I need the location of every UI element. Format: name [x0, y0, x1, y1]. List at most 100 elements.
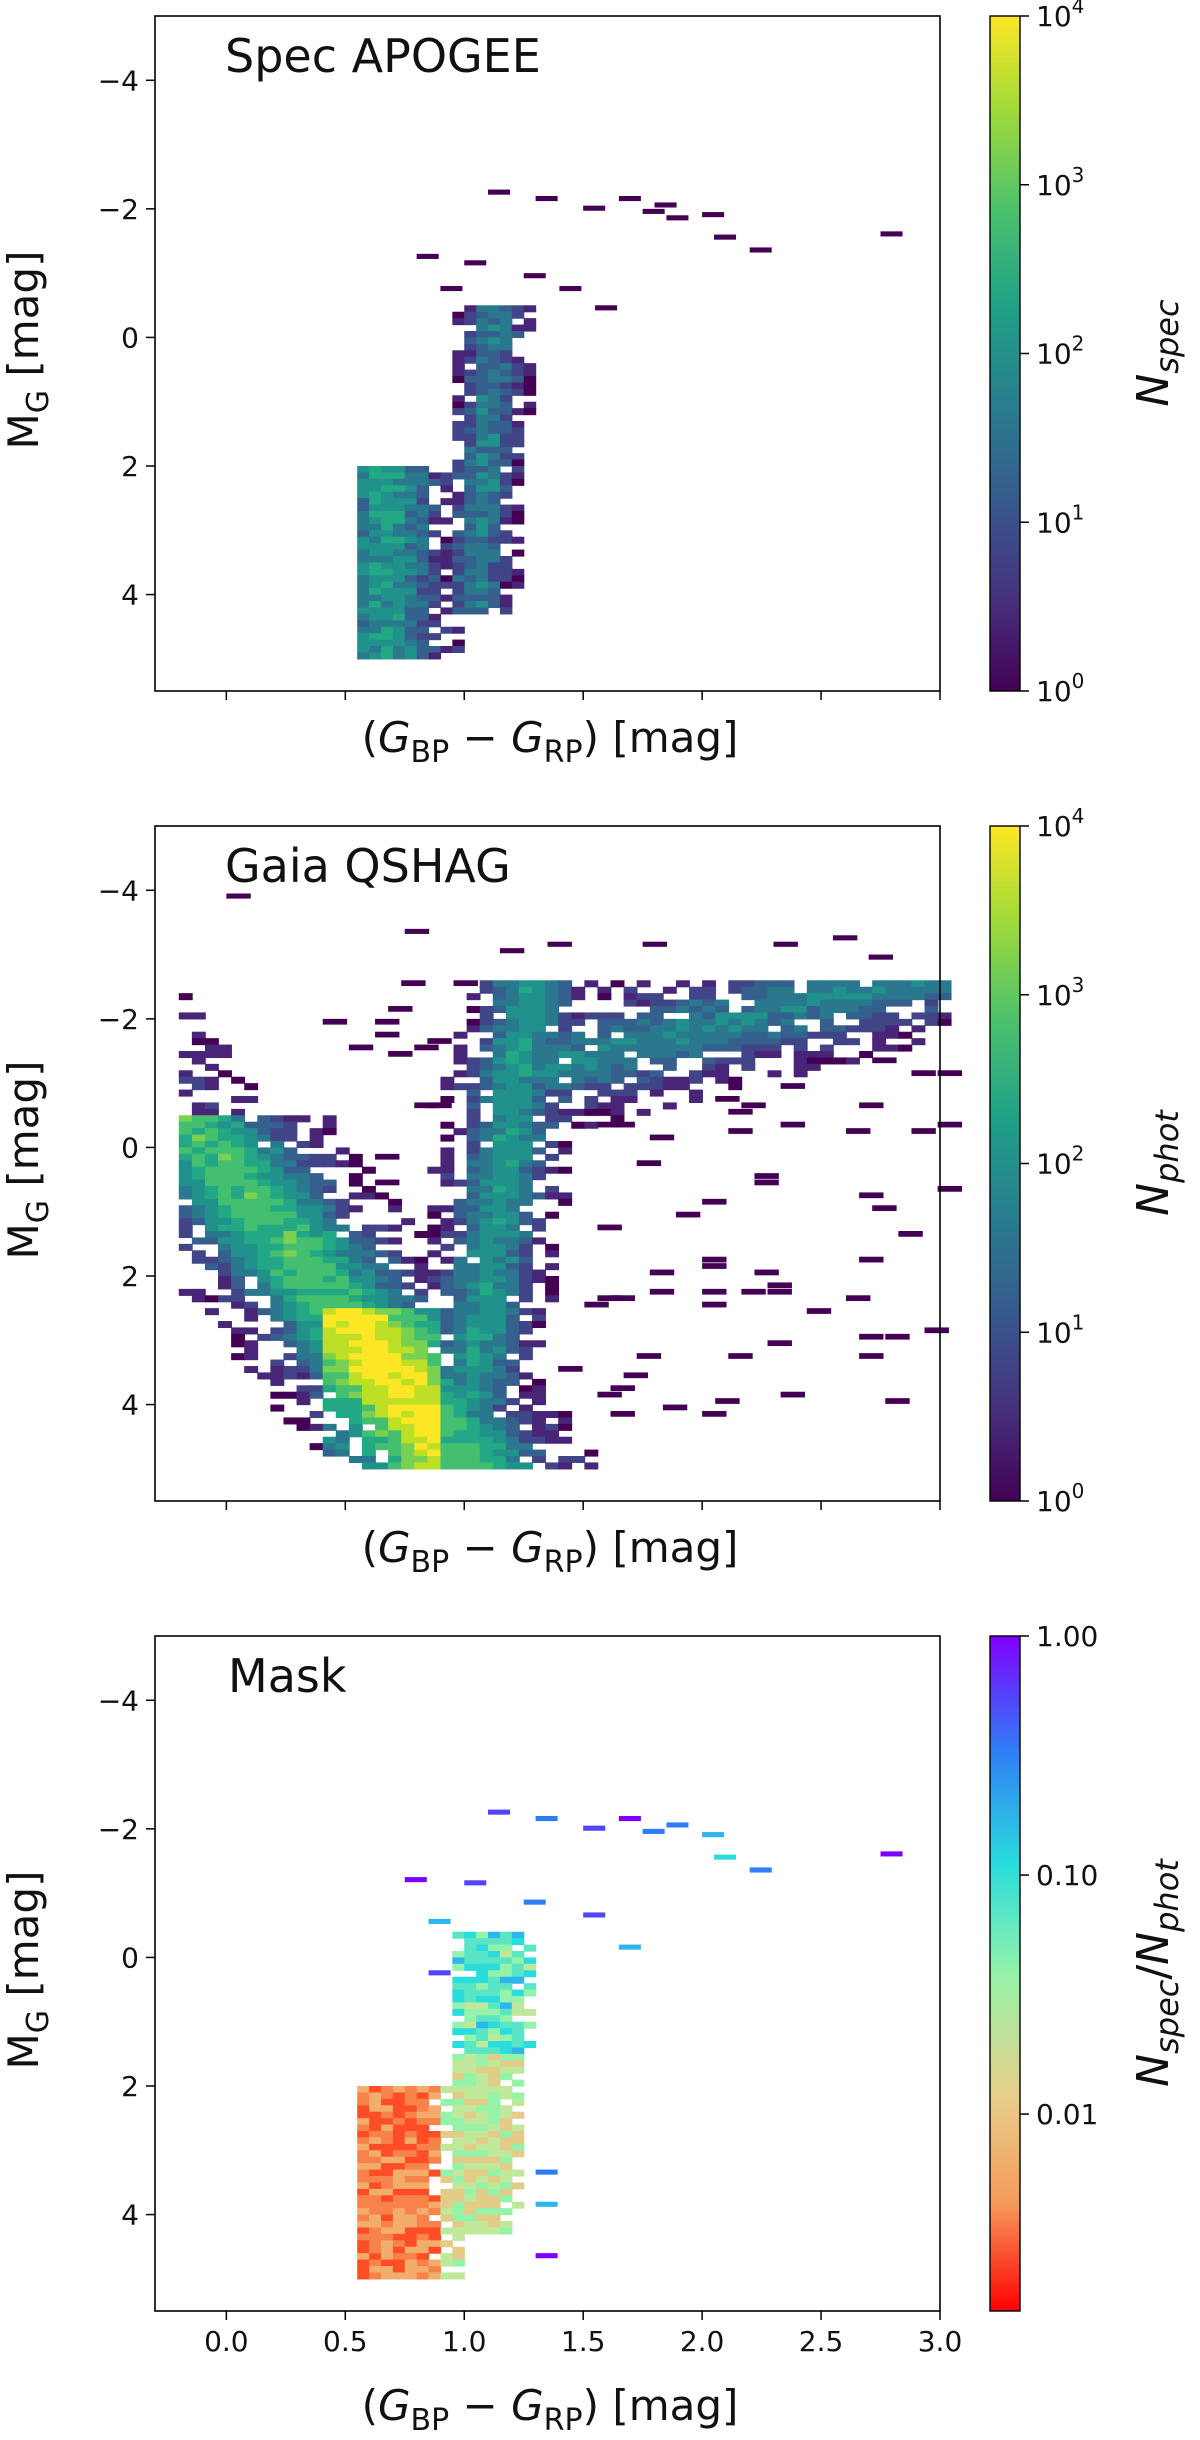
heatmap-cell	[204, 1147, 219, 1155]
heatmap-cell	[392, 472, 406, 480]
heatmap-cell	[476, 530, 489, 538]
heatmap-cell	[846, 986, 860, 994]
heatmap-cell	[440, 517, 453, 525]
heatmap-cell	[479, 1218, 494, 1226]
heatmap-cell	[505, 1430, 520, 1438]
heatmap-cell	[466, 1295, 481, 1303]
heatmap-cell	[466, 1366, 481, 1374]
heatmap-cell	[428, 530, 442, 538]
heatmap-cell	[357, 588, 370, 596]
heatmap-cell	[924, 1012, 939, 1020]
heatmap-cell	[476, 2028, 489, 2036]
heatmap-cell	[416, 556, 430, 564]
heatmap-cell	[476, 2227, 489, 2235]
heatmap-cell	[283, 1153, 298, 1161]
heatmap-cell	[505, 1308, 520, 1316]
heatmap-cell	[523, 1989, 537, 1997]
heatmap-cell	[440, 1366, 455, 1374]
heatmap-cell	[452, 2092, 465, 2100]
heatmap-cell	[488, 395, 501, 403]
heatmap-cell	[476, 562, 489, 570]
heatmap-cell	[416, 2118, 430, 2126]
heatmap-cell	[479, 1121, 494, 1129]
heatmap-cell	[309, 1231, 324, 1239]
heatmap-cell	[322, 1288, 337, 1296]
heatmap-cell	[453, 1276, 468, 1284]
heatmap-cell	[401, 1366, 416, 1374]
heatmap-cell	[505, 1179, 520, 1187]
heatmap-cell	[476, 2188, 489, 2196]
heatmap-cell	[911, 1038, 926, 1046]
heatmap-cell	[357, 2092, 370, 2100]
heatmap-cell	[440, 646, 453, 654]
heatmap-cell	[488, 511, 501, 519]
heatmap-cell	[335, 1353, 350, 1361]
heatmap-cell	[479, 1231, 494, 1239]
heatmap-cell	[361, 1456, 376, 1464]
heatmap-cell	[309, 1321, 324, 1329]
heatmap-cell	[392, 2143, 406, 2151]
heatmap-cell	[296, 1243, 311, 1251]
heatmap-cell	[476, 491, 489, 499]
heatmap-cell	[689, 1089, 703, 1097]
heatmap-cell	[464, 2028, 477, 2036]
heatmap-cell	[388, 1385, 403, 1393]
heatmap-cell	[859, 1256, 884, 1263]
heatmap-cell	[832, 986, 847, 994]
heatmap-cell	[416, 478, 430, 486]
heatmap-cell	[270, 1211, 285, 1219]
heatmap-cell	[392, 620, 406, 628]
heatmap-cell	[505, 980, 520, 988]
heatmap-cell	[453, 1057, 468, 1065]
heatmap-cell	[453, 1353, 468, 1361]
heatmap-cell	[428, 2137, 442, 2145]
heatmap-cell	[499, 601, 513, 609]
heatmap-cell	[511, 2053, 525, 2061]
heatmap-cell	[404, 588, 418, 596]
heatmap-cell	[610, 1018, 625, 1026]
heatmap-cell	[428, 562, 442, 570]
heatmap-cell	[511, 1938, 525, 1946]
heatmap-cell	[511, 388, 525, 396]
heatmap-cell	[597, 1063, 612, 1071]
heatmap-cell	[535, 2201, 558, 2207]
heatmap-cell	[428, 1970, 451, 1976]
heatmap-cell	[584, 1057, 599, 1065]
heatmap-cell	[375, 1346, 389, 1354]
heatmap-cell	[380, 2092, 394, 2100]
heatmap-cell	[296, 1166, 311, 1174]
heatmap-cell	[767, 1018, 782, 1026]
heatmap-cell	[545, 1057, 560, 1065]
heatmap-cell	[428, 2259, 442, 2267]
heatmap-cell	[479, 1449, 494, 1457]
heatmap-cell	[404, 2118, 418, 2126]
heatmap-cell	[348, 1372, 363, 1380]
colorbar-tick-label: 103	[1036, 973, 1084, 1012]
heatmap-cell	[728, 1025, 743, 1033]
heatmap-cell	[322, 1211, 337, 1219]
heatmap-cell	[416, 607, 430, 615]
heatmap-cell	[453, 1346, 468, 1354]
heatmap-cell	[416, 2182, 430, 2190]
heatmap-cell	[558, 1025, 573, 1033]
heatmap-cell	[404, 530, 418, 538]
heatmap-cell	[428, 2156, 442, 2164]
heatmap-cell	[392, 626, 406, 634]
heatmap-cell	[392, 601, 406, 609]
heatmap-cell	[404, 2131, 418, 2139]
heatmap-cell	[361, 1166, 376, 1174]
heatmap-cell	[428, 588, 442, 596]
heatmap-cell	[361, 1411, 376, 1419]
y-tick-label: −4	[98, 64, 139, 97]
heatmap-cell	[204, 1141, 219, 1149]
heatmap-cell	[453, 1436, 468, 1444]
heatmap-cell	[499, 2131, 513, 2139]
heatmap-cell	[296, 1115, 311, 1123]
heatmap-cell	[532, 1173, 546, 1181]
heatmap-cell	[218, 1321, 232, 1329]
heatmap-cell	[464, 388, 477, 396]
heatmap-cell	[511, 324, 525, 332]
heatmap-cell	[511, 2182, 525, 2190]
heatmap-cell	[322, 1269, 337, 1277]
heatmap-cell	[464, 2195, 477, 2203]
